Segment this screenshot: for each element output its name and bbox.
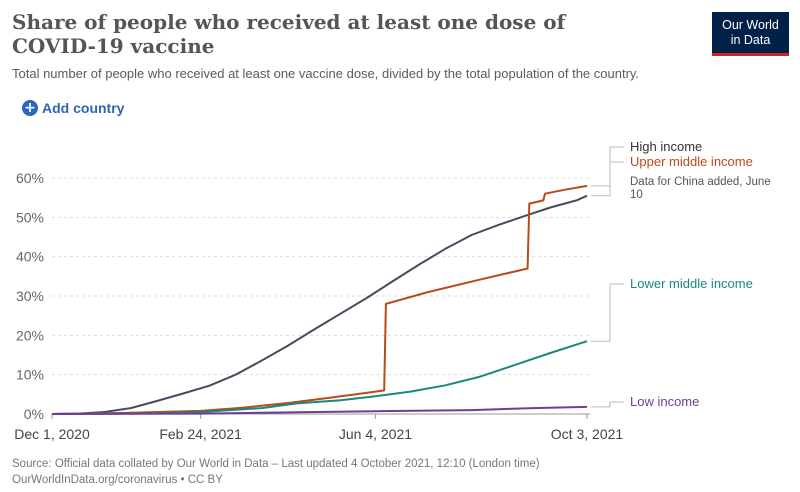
china-annotation: Data for China added, June 10 [630, 176, 771, 201]
series-label-high-income: High income [630, 139, 702, 154]
y-tick-label: 60% [16, 170, 44, 186]
add-country-button[interactable]: + Add country [22, 100, 124, 116]
series-label-low-income: Low income [630, 394, 699, 409]
grid-lines [52, 177, 590, 376]
footer: Source: Official data collated by Our Wo… [12, 456, 540, 488]
y-tick-label: 0% [24, 406, 44, 422]
label-leader [591, 146, 624, 197]
add-country-label: Add country [42, 100, 125, 116]
chart-title: Share of people who received at least on… [12, 10, 566, 58]
y-tick-label: 20% [16, 327, 44, 343]
y-tick-label: 10% [16, 367, 44, 383]
label-leader [591, 401, 624, 408]
logo-line-2: in Data [730, 33, 771, 47]
axes: 0% 10% 20% 30% 40% 50% 60% Dec 1, 2020 Feb 24, 2… [14, 170, 623, 442]
line-chart: 0% 10% 20% 30% 40% 50% 60% Dec 1, 2020 Feb 24, 2… [14, 139, 771, 442]
owid-logo[interactable]: Our World in Data [712, 12, 789, 56]
label-leader [591, 161, 624, 187]
x-tick-label: Jun 4, 2021 [339, 426, 412, 442]
series-label-lower-middle-income: Lower middle income [630, 276, 753, 291]
plus-icon: + [22, 100, 38, 116]
chart-subtitle: Total number of people who received at l… [12, 66, 640, 81]
y-tick-label: 50% [16, 209, 44, 225]
series-line-lower-middle-income[interactable] [51, 340, 588, 415]
series-line-low-income[interactable] [51, 405, 588, 415]
series-label-upper-middle-income: Upper middle income [630, 154, 753, 169]
logo-line-1: Our World [722, 18, 779, 32]
series-lines [51, 184, 588, 415]
label-leader [591, 283, 624, 342]
series-line-upper-middle-income[interactable] [51, 184, 588, 415]
y-tick-label: 30% [16, 288, 44, 304]
x-tick-label: Feb 24, 2021 [159, 426, 242, 442]
x-tick-label: Dec 1, 2020 [14, 426, 90, 442]
source-text: Source: Official data collated by Our Wo… [12, 458, 540, 470]
series-line-high-income[interactable] [51, 194, 588, 415]
y-tick-label: 40% [16, 249, 44, 265]
footer-link[interactable]: OurWorldInData.org/coronavirus • CC BY [12, 474, 223, 486]
x-tick-label: Oct 3, 2021 [551, 426, 624, 442]
